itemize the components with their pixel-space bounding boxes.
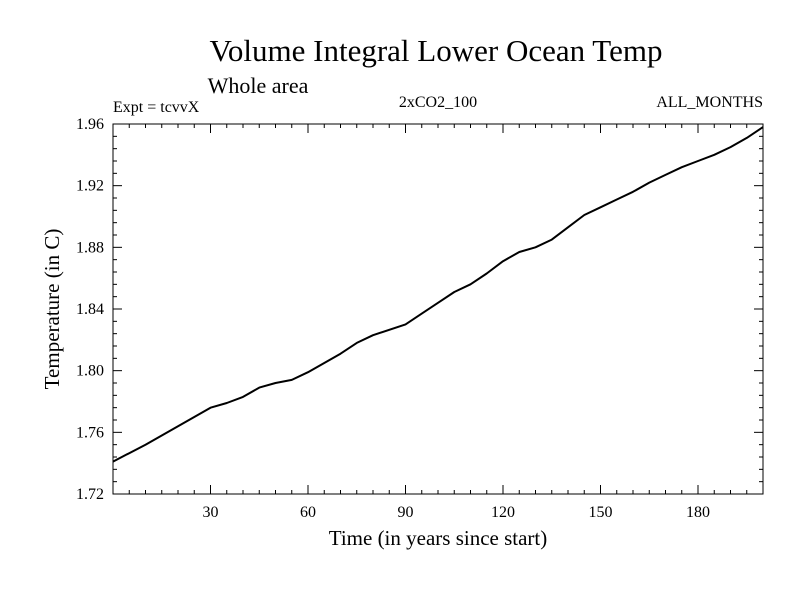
experiment-label: Expt = tcvvX bbox=[113, 99, 200, 116]
x-tick-label: 120 bbox=[491, 504, 515, 521]
plot-frame bbox=[112, 123, 764, 495]
axis-tick-labels: 30 60 90 120 150 180 1.72 1.76 1.80 1.84 1.88 1.92 1… bbox=[76, 116, 710, 521]
x-tick-label: 60 bbox=[300, 504, 316, 521]
y-axis-label: Temperature (in C) bbox=[40, 229, 64, 390]
chart-subtitle: Whole area bbox=[208, 73, 309, 98]
data-series bbox=[112, 126, 764, 463]
y-tick-label: 1.96 bbox=[76, 116, 104, 133]
y-tick-label: 1.88 bbox=[76, 239, 104, 256]
x-tick-label: 30 bbox=[203, 504, 219, 521]
y-tick-label: 1.84 bbox=[76, 301, 104, 318]
chart-title: Volume Integral Lower Ocean Temp bbox=[210, 33, 663, 68]
y-tick-label: 1.76 bbox=[76, 424, 104, 441]
x-tick-label: 150 bbox=[589, 504, 613, 521]
axis-ticks bbox=[113, 124, 763, 494]
y-tick-label: 1.92 bbox=[76, 178, 104, 195]
x-axis-label: Time (in years since start) bbox=[329, 526, 548, 550]
series-line bbox=[112, 126, 764, 463]
y-tick-label: 1.72 bbox=[76, 486, 104, 503]
x-tick-label: 180 bbox=[686, 504, 710, 521]
months-label: ALL_MONTHS bbox=[656, 94, 763, 111]
y-tick-label: 1.80 bbox=[76, 363, 104, 380]
scenario-label: 2xCO2_100 bbox=[399, 94, 477, 111]
x-tick-label: 90 bbox=[398, 504, 414, 521]
